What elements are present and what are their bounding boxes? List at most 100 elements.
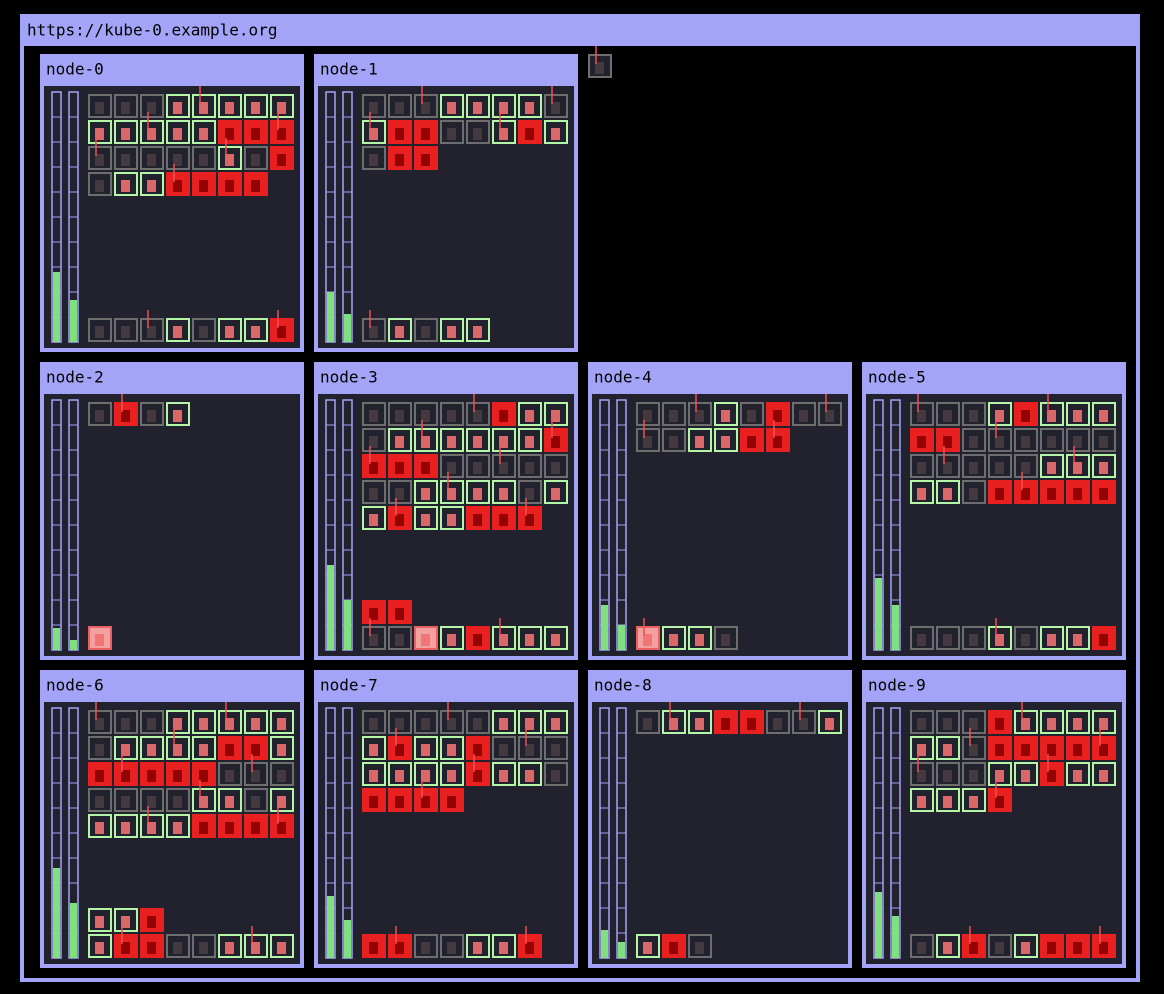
pod-usage [173, 154, 182, 166]
resource-usage [53, 628, 60, 650]
pod-usage [525, 744, 534, 756]
pod-usage [225, 822, 234, 834]
pod-usage [147, 744, 156, 756]
pod-usage [173, 410, 182, 422]
pod-usage [447, 410, 456, 422]
node: node-5 [862, 362, 1126, 660]
pod-usage [95, 942, 104, 954]
pod-usage [447, 744, 456, 756]
pod-usage [1021, 744, 1030, 756]
pod-usage [943, 462, 952, 474]
resource-usage [892, 605, 899, 650]
pod-usage [525, 102, 534, 114]
pod-usage [447, 488, 456, 500]
node: node-2 [40, 362, 304, 660]
pod-usage [1073, 488, 1082, 500]
pod-usage [1047, 770, 1056, 782]
pod-usage [173, 796, 182, 808]
pod-usage [1021, 634, 1030, 646]
pod-usage [969, 770, 978, 782]
pod-usage [525, 488, 534, 500]
pod-usage [369, 942, 378, 954]
pod-usage [943, 942, 952, 954]
pod-usage [669, 942, 678, 954]
pod-usage [251, 326, 260, 338]
pod-usage [447, 770, 456, 782]
pod-usage [447, 128, 456, 140]
node-name: node-2 [46, 368, 104, 387]
pod-usage [147, 770, 156, 782]
pod-usage [995, 942, 1004, 954]
pod-usage [147, 718, 156, 730]
pod-usage [395, 410, 404, 422]
pod-usage [1021, 436, 1030, 448]
pod-usage [917, 462, 926, 474]
pod-usage [369, 326, 378, 338]
pod-usage [969, 634, 978, 646]
pod-usage [995, 770, 1004, 782]
pod-usage [995, 744, 1004, 756]
node: node-3 [314, 362, 578, 660]
pod-usage [277, 102, 286, 114]
pod-usage [173, 942, 182, 954]
pod-usage [173, 822, 182, 834]
pod-usage [551, 744, 560, 756]
pod-usage [969, 796, 978, 808]
resource-usage [875, 892, 882, 958]
resource-usage [327, 292, 334, 342]
pod-usage [395, 514, 404, 526]
pod-usage [943, 770, 952, 782]
pod-usage [1099, 634, 1108, 646]
pod-usage [1073, 436, 1082, 448]
pod-usage [95, 180, 104, 192]
pod-usage [369, 488, 378, 500]
pod-usage [473, 744, 482, 756]
pod-usage [499, 128, 508, 140]
pod-usage [421, 634, 430, 646]
pod-usage [251, 102, 260, 114]
pod-usage [917, 488, 926, 500]
pod-usage [799, 718, 808, 730]
pod-usage [421, 488, 430, 500]
resource-usage [618, 625, 625, 650]
pod-usage [721, 634, 730, 646]
pod-usage [173, 180, 182, 192]
pod-usage [1073, 744, 1082, 756]
resource-usage [344, 600, 351, 650]
pod-usage [1099, 410, 1108, 422]
pod-usage [499, 488, 508, 500]
pod-usage [173, 770, 182, 782]
pod-usage [643, 634, 652, 646]
pod-usage [499, 462, 508, 474]
pod-usage [499, 634, 508, 646]
pod-usage [173, 744, 182, 756]
pod-usage [943, 718, 952, 730]
pod-usage [499, 436, 508, 448]
pod-usage [147, 822, 156, 834]
pod-usage [473, 410, 482, 422]
pod-usage [277, 128, 286, 140]
pod-usage [1021, 942, 1030, 954]
resource-usage [70, 640, 77, 650]
pod-usage [395, 128, 404, 140]
pod-usage [525, 514, 534, 526]
pod-usage [395, 154, 404, 166]
pod-usage [421, 514, 430, 526]
pod-usage [147, 916, 156, 928]
pod-usage [499, 942, 508, 954]
node: node-8 [588, 670, 852, 968]
resource-usage [601, 930, 608, 958]
pod-usage [95, 744, 104, 756]
node: node-7 [314, 670, 578, 968]
node-body [592, 702, 848, 964]
pod-usage [721, 410, 730, 422]
pod-usage [199, 796, 208, 808]
pod-usage [995, 462, 1004, 474]
pod-usage [277, 942, 286, 954]
pod-usage [199, 128, 208, 140]
node-name: node-3 [320, 368, 378, 387]
pod-usage [147, 154, 156, 166]
pod-usage [969, 744, 978, 756]
pod-usage [147, 410, 156, 422]
pod-usage [1073, 462, 1082, 474]
